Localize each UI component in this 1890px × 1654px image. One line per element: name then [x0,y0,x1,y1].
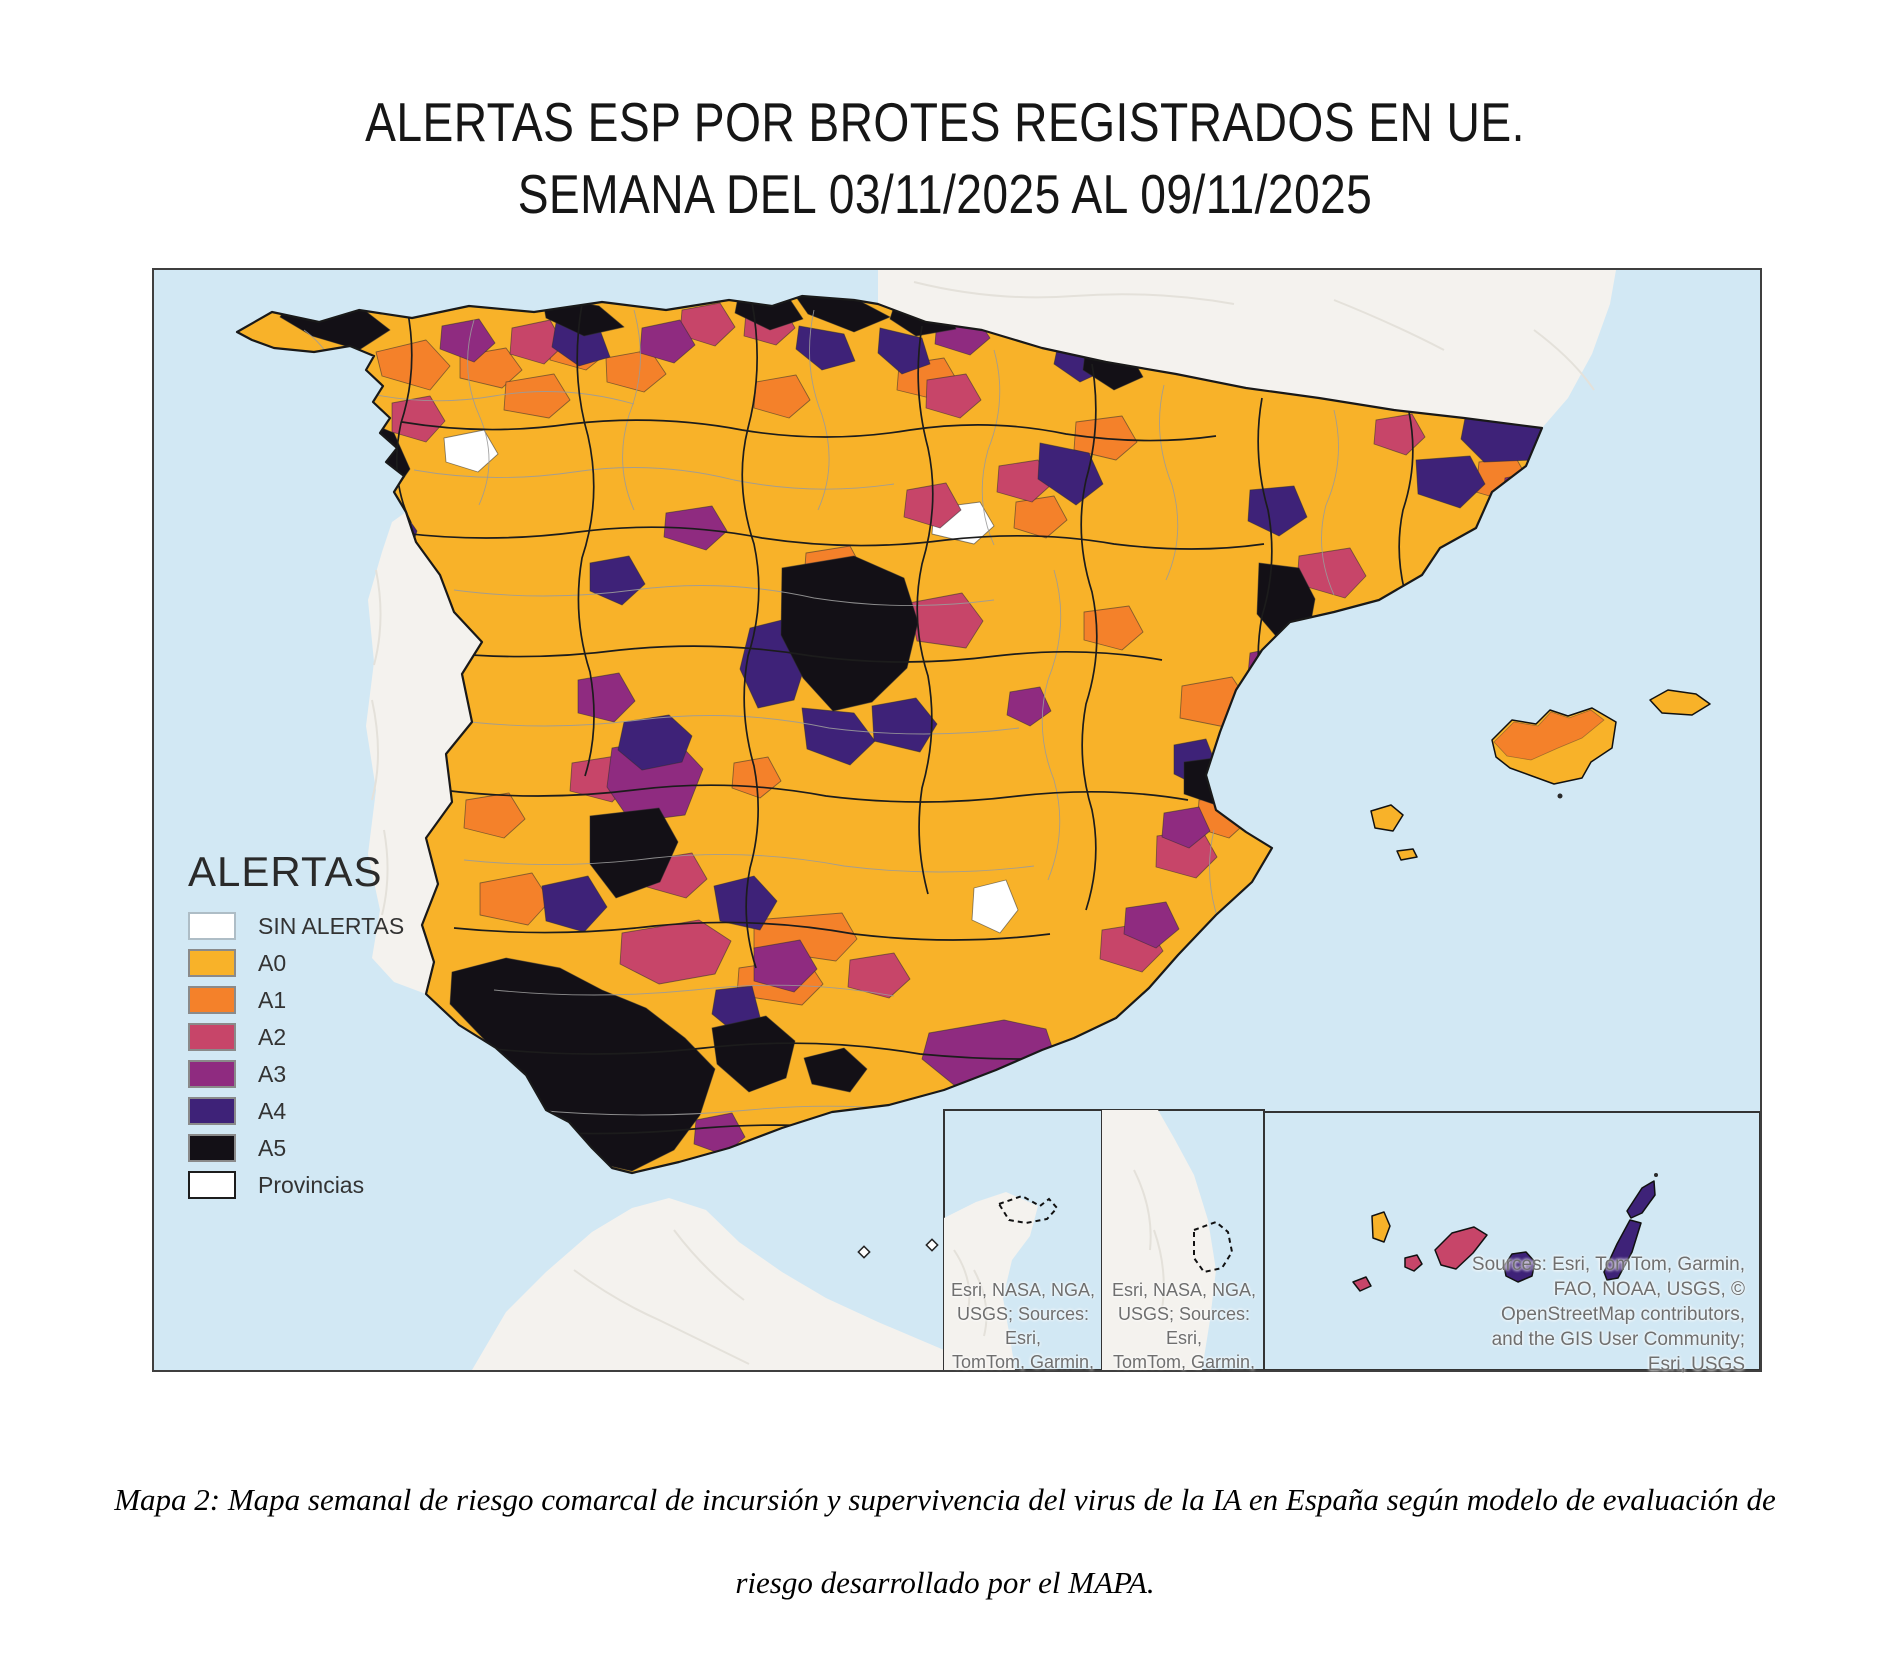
legend-swatch-a4 [188,1097,236,1125]
balearic-islands [1370,689,1711,861]
cabrera-islet [1557,793,1563,799]
melilla-inset-terrain [1102,1110,1216,1370]
ceuta-sources-attribution: Esri, NASA, NGA, USGS; Sources: Esri, To… [950,1280,1096,1372]
ceuta-marker-diamond [925,1238,939,1252]
caption-line2: riesgo desarrollado por el MAPA. [735,1565,1155,1600]
melilla-marker-diamond [857,1245,871,1259]
legend-item-label: Provincias [258,1171,365,1198]
legend-item-label: A1 [258,986,287,1013]
patches-no-alert [443,429,1019,934]
la-graciosa-islet [1654,1173,1658,1177]
la-palma-island [1371,1211,1391,1243]
legend-item-label: A5 [258,1134,287,1161]
title-line2: SEMANA DEL 03/11/2025 AL 09/11/2025 [517,163,1373,225]
lanzarote-island [1626,1180,1656,1219]
ceuta-inset-terrain [944,1192,1038,1370]
figure-title: ALERTAS ESP POR BROTES REGISTRADOS EN UE… [0,86,1890,230]
legend-swatch-a0 [188,949,236,977]
legend-item: A1 [188,986,404,1014]
legend-item: A4 [188,1097,404,1125]
melilla-sources-attribution: Esri, NASA, NGA, USGS; Sources: Esri, To… [1111,1280,1257,1372]
terrain-relief [371,281,1595,1365]
foreign-land [366,270,1616,1370]
ceuta-inset [943,1109,1103,1370]
map-frame: ALERTAS SIN ALERTAS A0 A1 A2 A3 [152,268,1762,1375]
legend-item-label: A3 [258,1060,287,1087]
france-land [878,270,1616,428]
legend-swatch-a2 [188,1023,236,1051]
el-hierro-island [1352,1276,1372,1292]
map-legend: ALERTAS SIN ALERTAS A0 A1 A2 A3 [188,848,404,1208]
location-markers [857,1238,939,1259]
menorca-island [1649,689,1711,716]
melilla-inset [1101,1109,1265,1370]
gran-canaria-island [1503,1251,1536,1283]
la-gomera-island [1404,1254,1423,1272]
ceuta-boundary [997,1194,1059,1225]
spain-coastline [235,294,1544,1175]
melilla-boundary [1193,1220,1234,1274]
legend-item: A5 [188,1134,404,1162]
legend-item-label: A0 [258,949,287,976]
legend-swatch-provincias [188,1171,236,1199]
legend-swatch-sin-alertas [188,912,236,940]
legend-item: A3 [188,1060,404,1088]
caption-line1: Mapa 2: Mapa semanal de riesgo comarcal … [114,1482,1776,1517]
title-line1: ALERTAS ESP POR BROTES REGISTRADOS EN UE… [365,91,1525,153]
africa-land [472,1198,984,1370]
legend-swatch-a1 [188,986,236,1014]
legend-item: A2 [188,1023,404,1051]
figure-caption: Mapa 2: Mapa semanal de riesgo comarcal … [0,1458,1890,1624]
canary-inset [1263,1111,1760,1370]
canary-sources-attribution: Sources: Esri, TomTom, Garmin, FAO, NOAA… [1471,1254,1745,1375]
legend-swatch-a5 [188,1134,236,1162]
fuerteventura-island [1603,1219,1642,1281]
legend-swatch-a3 [188,1060,236,1088]
legend-item: A0 [188,949,404,977]
spain-alert-map [154,270,1760,1370]
mallorca-a1-zone [1493,709,1605,761]
legend-item: Provincias [188,1171,404,1199]
formentera-island [1396,848,1418,861]
legend-item-label: SIN ALERTAS [258,912,405,939]
portugal-land [366,512,482,994]
legend-item: SIN ALERTAS [188,912,404,940]
legend-item-label: A4 [258,1097,287,1124]
legend-item-label: A2 [258,1023,287,1050]
ibiza-island [1370,804,1404,832]
tenerife-island [1434,1226,1488,1270]
legend-title: ALERTAS [188,848,383,895]
